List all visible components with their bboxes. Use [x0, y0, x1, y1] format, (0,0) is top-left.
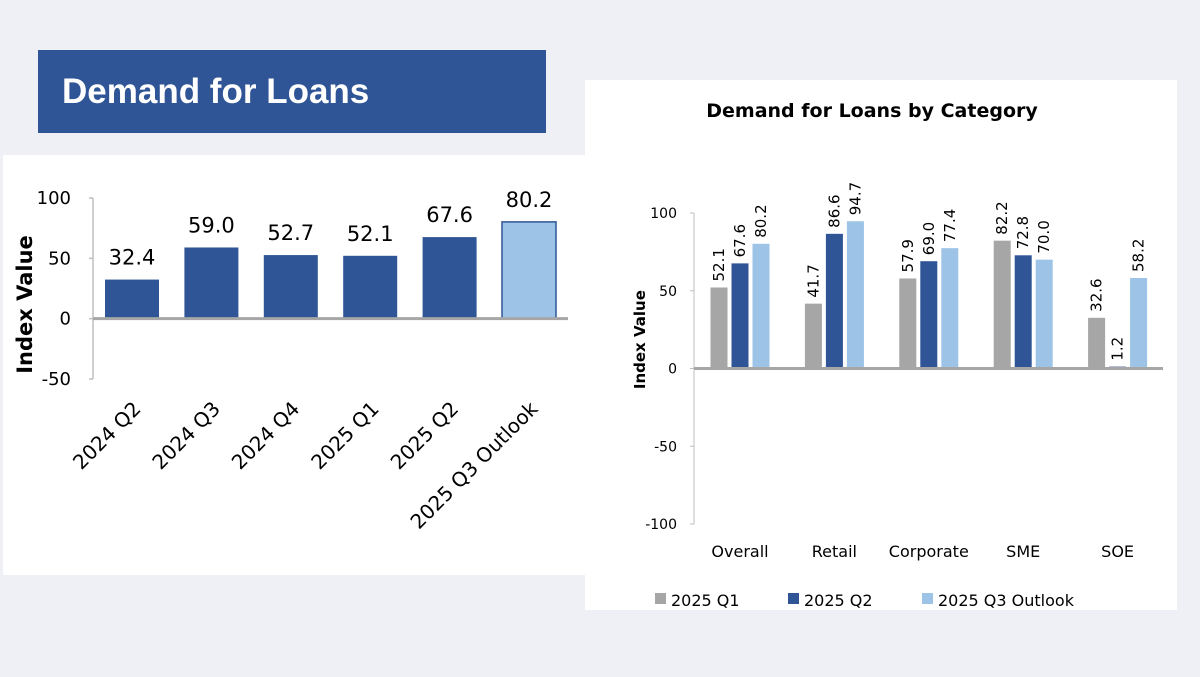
data-label: 58.2	[1130, 239, 1148, 272]
data-label: 32.6	[1088, 278, 1106, 311]
data-label: 82.2	[993, 201, 1011, 234]
bar	[920, 261, 938, 369]
data-label: 80.2	[506, 188, 553, 212]
y-tick-label: 0	[60, 309, 71, 330]
data-label: 94.7	[846, 182, 864, 215]
bar	[263, 255, 318, 319]
legend-swatch	[922, 593, 933, 604]
bar	[1130, 277, 1148, 369]
bar	[343, 255, 398, 319]
bar	[825, 233, 843, 369]
x-tick-label: 2024 Q4	[227, 397, 305, 475]
chart-title: Demand for Loans by Category	[706, 100, 1038, 122]
bar	[941, 248, 959, 369]
x-tick-label: 2024 Q2	[68, 397, 146, 475]
data-label: 72.8	[1014, 216, 1032, 249]
y-axis-title: Index Value	[631, 290, 649, 389]
legend-swatch	[655, 593, 666, 604]
bar	[1035, 259, 1053, 369]
legend-label: 2025 Q2	[804, 591, 873, 610]
legend-label: 2025 Q1	[671, 591, 740, 610]
category-demand-chart-panel: Demand for Loans by Category 100 50 0 -50 -10…	[585, 80, 1177, 610]
bar	[993, 240, 1011, 369]
data-label: 52.7	[267, 221, 314, 245]
x-tick-label: SOE	[1101, 542, 1134, 561]
data-label: 41.7	[804, 264, 822, 297]
x-tick-label: Retail	[812, 542, 857, 561]
x-tick-label: SME	[1006, 542, 1040, 561]
x-tick-label: 2024 Q3	[147, 397, 225, 475]
data-label: 52.1	[710, 248, 728, 281]
y-tick-label: 50	[659, 284, 677, 300]
data-label: 69.0	[920, 222, 938, 255]
bar	[899, 278, 917, 369]
x-tick-label: 2025 Q1	[306, 397, 384, 475]
y-tick-label: -50	[654, 439, 677, 455]
category-demand-chart: Demand for Loans by Category 100 50 0 -50 -10…	[631, 100, 1163, 610]
bar	[1014, 255, 1032, 369]
quarterly-demand-chart-panel: 100 50 0 -50 Index Value 32.4 2024 Q2 59.0 2024 …	[3, 155, 585, 575]
data-label: 59.0	[188, 213, 235, 237]
bar	[1088, 317, 1106, 369]
bar	[184, 247, 239, 319]
data-label: 67.6	[426, 203, 473, 227]
bar	[422, 237, 477, 319]
data-label: 57.9	[899, 239, 917, 272]
x-tick-label: Corporate	[889, 542, 969, 561]
y-axis-title: Index Value	[13, 235, 37, 374]
bar	[501, 221, 557, 320]
x-tick-label: Overall	[711, 542, 768, 561]
data-label: 70.0	[1035, 220, 1053, 253]
page-banner-title: Demand for Loans	[38, 50, 546, 133]
data-label: 77.4	[941, 209, 959, 242]
x-tick-label: 2025 Q2	[386, 397, 464, 475]
legend-swatch	[788, 593, 799, 604]
y-tick-label: 100	[650, 206, 677, 222]
data-label: 86.6	[825, 194, 843, 227]
data-label: 1.2	[1109, 337, 1127, 361]
bar	[710, 287, 728, 369]
data-label: 52.1	[347, 222, 394, 246]
y-tick-label: -100	[645, 517, 677, 533]
bar	[804, 303, 822, 369]
legend-label: 2025 Q3 Outlook	[938, 591, 1075, 610]
y-tick-label: 100	[37, 188, 71, 209]
bar	[846, 221, 864, 369]
y-tick-label: 0	[668, 362, 677, 378]
bar	[105, 279, 159, 319]
bar	[731, 263, 749, 369]
y-tick-label: -50	[42, 369, 71, 390]
data-label: 80.2	[752, 204, 770, 237]
y-tick-label: 50	[48, 248, 71, 269]
data-label: 67.6	[731, 224, 749, 257]
bar	[752, 243, 770, 369]
data-label: 32.4	[109, 246, 156, 270]
